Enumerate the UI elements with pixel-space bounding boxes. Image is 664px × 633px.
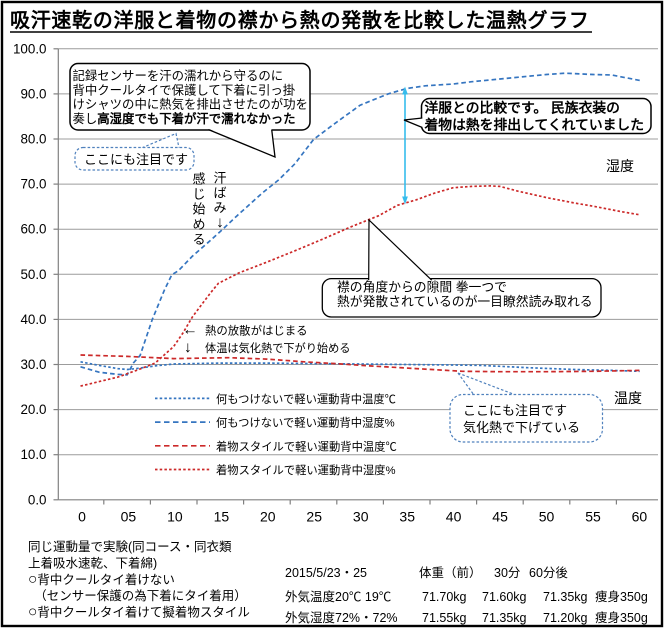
svg-text:60.0: 60.0 [20, 222, 46, 237]
svg-text:05: 05 [121, 509, 137, 525]
svg-text:45: 45 [492, 509, 508, 525]
svg-text:60分後: 60分後 [529, 566, 568, 580]
svg-text:同じ運動量で実験(同コース・同衣類: 同じ運動量で実験(同コース・同衣類 [28, 539, 232, 554]
svg-text:90.0: 90.0 [20, 86, 46, 101]
svg-text:71.55kg: 71.55kg [422, 611, 467, 625]
svg-text:何もつけないで軽い運動背中湿度%: 何もつけないで軽い運動背中湿度% [216, 416, 395, 430]
svg-text:る: る [192, 232, 205, 247]
svg-text:外気温度20℃ 19℃: 外気温度20℃ 19℃ [285, 589, 391, 604]
svg-text:10: 10 [167, 509, 183, 525]
svg-text:71.20kg: 71.20kg [543, 611, 588, 625]
svg-text:襟の角度からの隙間 拳一つで: 襟の角度からの隙間 拳一つで [337, 280, 507, 295]
svg-text:洋服との比較です。 民族衣装の: 洋服との比較です。 民族衣装の [425, 100, 620, 116]
svg-text:20: 20 [260, 509, 276, 525]
svg-text:（センサー保護の為下着にタイ着用）: （センサー保護の為下着にタイ着用） [28, 588, 247, 603]
svg-text:○背中クールタイ着けない: ○背中クールタイ着けない [28, 571, 175, 588]
svg-text:痩身350g: 痩身350g [595, 589, 648, 604]
svg-text:50.0: 50.0 [20, 267, 46, 282]
svg-text:ここにも注目です: ここにも注目です [84, 152, 188, 167]
svg-text:0.0: 0.0 [28, 492, 47, 507]
svg-text:背中クールタイで保護して下着に引っ掛: 背中クールタイで保護して下着に引っ掛 [73, 82, 296, 97]
svg-text:何もつけないで軽い運動背中温度℃: 何もつけないで軽い運動背中温度℃ [216, 392, 396, 406]
svg-text:40: 40 [446, 509, 462, 525]
svg-text:感: 感 [192, 172, 205, 187]
svg-text:着物は熱を排出してくれていました: 着物は熱を排出してくれていました [424, 117, 645, 133]
svg-text:15: 15 [214, 509, 230, 525]
svg-text:奏し高湿度でも下着が汗で濡れなかった: 奏し高湿度でも下着が汗で濡れなかった [73, 111, 296, 126]
svg-text:ば: ば [213, 185, 226, 200]
svg-text:10.0: 10.0 [20, 447, 46, 462]
svg-text:2015/5/23・25: 2015/5/23・25 [285, 566, 367, 580]
svg-text:熱が発散されているのが一目瞭然読み取れる: 熱が発散されているのが一目瞭然読み取れる [337, 294, 593, 309]
svg-text:35: 35 [399, 509, 415, 525]
svg-text:吸汗速乾の洋服と着物の襟から熱の発散を比較した温熱グラフ: 吸汗速乾の洋服と着物の襟から熱の発散を比較した温熱グラフ [10, 8, 590, 32]
svg-text:25: 25 [306, 509, 322, 525]
svg-text:100.0: 100.0 [13, 41, 47, 56]
svg-text:着物スタイルで軽い運動背中湿度%: 着物スタイルで軽い運動背中湿度% [216, 463, 396, 477]
svg-text:30分: 30分 [494, 566, 520, 580]
svg-text:気化熱で下げている: 気化熱で下げている [463, 420, 580, 435]
svg-text:始: 始 [192, 202, 205, 217]
svg-text:71.35kg: 71.35kg [543, 590, 588, 604]
svg-text:70.0: 70.0 [20, 177, 46, 192]
svg-text:痩身350g: 痩身350g [595, 610, 648, 625]
svg-text:上着吸水速乾、下着綿): 上着吸水速乾、下着綿) [28, 555, 157, 570]
svg-text:じ: じ [192, 187, 205, 202]
svg-text:55: 55 [585, 509, 601, 525]
svg-text:○背中クールタイ着けて擬着物スタイル: ○背中クールタイ着けて擬着物スタイル [28, 604, 250, 621]
svg-text:71.35kg: 71.35kg [482, 611, 527, 625]
svg-text:温度: 温度 [614, 390, 642, 406]
svg-text:汗: 汗 [213, 171, 226, 186]
svg-text:ここにも注目です: ここにも注目です [463, 403, 567, 418]
svg-text:71.70kg: 71.70kg [422, 590, 467, 604]
svg-text:湿度: 湿度 [606, 158, 634, 174]
svg-text:60: 60 [632, 509, 648, 525]
svg-text:め: め [192, 217, 205, 232]
svg-text:けシャツの中に熱気を排出させたのが功を: けシャツの中に熱気を排出させたのが功を [73, 97, 308, 112]
svg-text:外気湿度72%・72%: 外気湿度72%・72% [285, 610, 398, 625]
svg-text:←熱の放散がはじまる: ← 熱の放散がはじまる [183, 322, 308, 339]
svg-text:20.0: 20.0 [20, 402, 46, 417]
svg-text:30.0: 30.0 [20, 357, 46, 372]
svg-text:50: 50 [539, 509, 555, 525]
svg-text:記録センサーを汗の濡れから守るのに: 記録センサーを汗の濡れから守るのに [73, 68, 284, 83]
svg-text:71.60kg: 71.60kg [482, 590, 527, 604]
svg-text:み: み [213, 200, 226, 215]
svg-text:↓: ↓ [216, 214, 224, 231]
svg-text:80.0: 80.0 [20, 132, 46, 147]
svg-text:40.0: 40.0 [20, 312, 46, 327]
svg-text:30: 30 [353, 509, 369, 525]
svg-text:体重（前）: 体重（前） [419, 565, 482, 580]
svg-text:着物スタイルで軽い運動背中温度℃: 着物スタイルで軽い運動背中温度℃ [216, 439, 397, 453]
svg-text:0: 0 [78, 509, 86, 525]
svg-text:↓体温は気化熱で下がり始める: ↓ 体温は気化熱で下がり始める [184, 339, 350, 356]
